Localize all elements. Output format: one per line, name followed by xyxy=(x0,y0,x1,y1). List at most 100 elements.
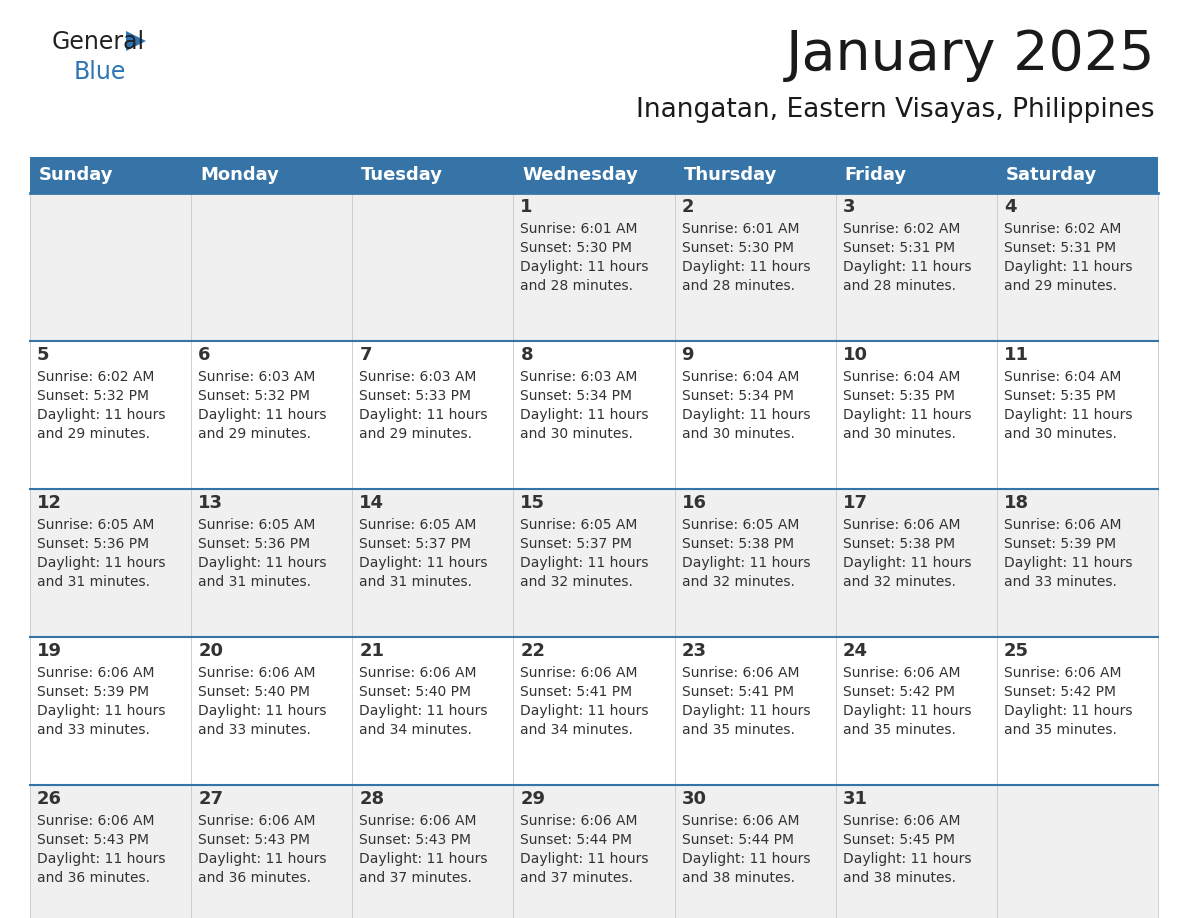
Text: Sunset: 5:39 PM: Sunset: 5:39 PM xyxy=(1004,537,1116,551)
Text: and 34 minutes.: and 34 minutes. xyxy=(359,723,472,737)
Text: Sunset: 5:38 PM: Sunset: 5:38 PM xyxy=(842,537,955,551)
Text: Daylight: 11 hours: Daylight: 11 hours xyxy=(842,408,972,422)
Text: Sunset: 5:30 PM: Sunset: 5:30 PM xyxy=(682,241,794,255)
Text: Daylight: 11 hours: Daylight: 11 hours xyxy=(1004,556,1132,570)
Text: Wednesday: Wednesday xyxy=(523,166,638,184)
Text: Sunset: 5:37 PM: Sunset: 5:37 PM xyxy=(520,537,632,551)
Text: Daylight: 11 hours: Daylight: 11 hours xyxy=(37,556,165,570)
Text: Daylight: 11 hours: Daylight: 11 hours xyxy=(842,852,972,866)
Bar xyxy=(30,157,191,193)
Text: Sunrise: 6:06 AM: Sunrise: 6:06 AM xyxy=(198,814,316,828)
Bar xyxy=(835,157,997,193)
Text: and 37 minutes.: and 37 minutes. xyxy=(359,871,472,885)
Text: Sunset: 5:37 PM: Sunset: 5:37 PM xyxy=(359,537,472,551)
Text: Sunset: 5:36 PM: Sunset: 5:36 PM xyxy=(37,537,150,551)
Text: and 33 minutes.: and 33 minutes. xyxy=(198,723,311,737)
Bar xyxy=(30,193,1158,341)
Text: Sunset: 5:33 PM: Sunset: 5:33 PM xyxy=(359,389,472,403)
Text: and 30 minutes.: and 30 minutes. xyxy=(520,427,633,441)
Text: Daylight: 11 hours: Daylight: 11 hours xyxy=(520,704,649,718)
Text: and 29 minutes.: and 29 minutes. xyxy=(1004,279,1117,293)
Text: Sunrise: 6:06 AM: Sunrise: 6:06 AM xyxy=(842,814,960,828)
Text: and 32 minutes.: and 32 minutes. xyxy=(842,575,955,589)
Text: Thursday: Thursday xyxy=(683,166,777,184)
Text: 7: 7 xyxy=(359,346,372,364)
Text: 17: 17 xyxy=(842,494,867,512)
Text: 10: 10 xyxy=(842,346,867,364)
Text: 3: 3 xyxy=(842,198,855,216)
Text: and 35 minutes.: and 35 minutes. xyxy=(842,723,955,737)
Text: 19: 19 xyxy=(37,642,62,660)
Text: 5: 5 xyxy=(37,346,50,364)
Text: Sunset: 5:40 PM: Sunset: 5:40 PM xyxy=(359,685,472,699)
Text: Sunset: 5:43 PM: Sunset: 5:43 PM xyxy=(198,833,310,847)
Text: Sunrise: 6:04 AM: Sunrise: 6:04 AM xyxy=(1004,370,1121,384)
Text: Daylight: 11 hours: Daylight: 11 hours xyxy=(37,408,165,422)
Text: Daylight: 11 hours: Daylight: 11 hours xyxy=(682,704,810,718)
Text: 13: 13 xyxy=(198,494,223,512)
Text: Sunset: 5:42 PM: Sunset: 5:42 PM xyxy=(842,685,955,699)
Text: and 28 minutes.: and 28 minutes. xyxy=(682,279,795,293)
Text: Sunset: 5:44 PM: Sunset: 5:44 PM xyxy=(682,833,794,847)
Text: Sunrise: 6:01 AM: Sunrise: 6:01 AM xyxy=(520,222,638,236)
Text: Daylight: 11 hours: Daylight: 11 hours xyxy=(520,852,649,866)
Bar xyxy=(30,489,1158,637)
Text: Sunrise: 6:06 AM: Sunrise: 6:06 AM xyxy=(842,518,960,532)
Text: and 33 minutes.: and 33 minutes. xyxy=(37,723,150,737)
Text: Daylight: 11 hours: Daylight: 11 hours xyxy=(1004,704,1132,718)
Text: Sunset: 5:44 PM: Sunset: 5:44 PM xyxy=(520,833,632,847)
Text: 21: 21 xyxy=(359,642,384,660)
Text: and 28 minutes.: and 28 minutes. xyxy=(520,279,633,293)
Text: Friday: Friday xyxy=(845,166,906,184)
Text: Sunset: 5:31 PM: Sunset: 5:31 PM xyxy=(1004,241,1116,255)
Text: and 38 minutes.: and 38 minutes. xyxy=(682,871,795,885)
Text: Sunrise: 6:05 AM: Sunrise: 6:05 AM xyxy=(682,518,800,532)
Text: Daylight: 11 hours: Daylight: 11 hours xyxy=(37,852,165,866)
Text: Sunrise: 6:01 AM: Sunrise: 6:01 AM xyxy=(682,222,800,236)
Text: Sunrise: 6:06 AM: Sunrise: 6:06 AM xyxy=(520,666,638,680)
Text: 2: 2 xyxy=(682,198,694,216)
Text: Sunrise: 6:05 AM: Sunrise: 6:05 AM xyxy=(520,518,638,532)
Text: 23: 23 xyxy=(682,642,707,660)
Text: Sunset: 5:41 PM: Sunset: 5:41 PM xyxy=(682,685,794,699)
Text: Sunrise: 6:04 AM: Sunrise: 6:04 AM xyxy=(682,370,800,384)
Bar xyxy=(513,157,675,193)
Text: Sunrise: 6:06 AM: Sunrise: 6:06 AM xyxy=(359,814,476,828)
Text: 4: 4 xyxy=(1004,198,1017,216)
Bar xyxy=(997,157,1158,193)
Text: Daylight: 11 hours: Daylight: 11 hours xyxy=(198,408,327,422)
Text: 20: 20 xyxy=(198,642,223,660)
Text: Sunrise: 6:06 AM: Sunrise: 6:06 AM xyxy=(682,666,800,680)
Text: 30: 30 xyxy=(682,790,707,808)
Text: Daylight: 11 hours: Daylight: 11 hours xyxy=(520,556,649,570)
Text: and 31 minutes.: and 31 minutes. xyxy=(37,575,150,589)
Text: Sunday: Sunday xyxy=(39,166,114,184)
Text: 22: 22 xyxy=(520,642,545,660)
Text: 12: 12 xyxy=(37,494,62,512)
Text: and 30 minutes.: and 30 minutes. xyxy=(1004,427,1117,441)
Text: Daylight: 11 hours: Daylight: 11 hours xyxy=(1004,260,1132,274)
Text: Sunrise: 6:06 AM: Sunrise: 6:06 AM xyxy=(198,666,316,680)
Text: 16: 16 xyxy=(682,494,707,512)
Text: 1: 1 xyxy=(520,198,533,216)
Text: Sunset: 5:43 PM: Sunset: 5:43 PM xyxy=(359,833,472,847)
Text: 24: 24 xyxy=(842,642,867,660)
Text: Sunrise: 6:06 AM: Sunrise: 6:06 AM xyxy=(682,814,800,828)
Text: Sunrise: 6:06 AM: Sunrise: 6:06 AM xyxy=(1004,518,1121,532)
Text: Daylight: 11 hours: Daylight: 11 hours xyxy=(198,556,327,570)
Text: 11: 11 xyxy=(1004,346,1029,364)
Text: Sunset: 5:35 PM: Sunset: 5:35 PM xyxy=(842,389,955,403)
Text: Daylight: 11 hours: Daylight: 11 hours xyxy=(842,704,972,718)
Text: Daylight: 11 hours: Daylight: 11 hours xyxy=(359,704,488,718)
Text: and 33 minutes.: and 33 minutes. xyxy=(1004,575,1117,589)
Text: Sunrise: 6:06 AM: Sunrise: 6:06 AM xyxy=(37,814,154,828)
Text: Saturday: Saturday xyxy=(1006,166,1097,184)
Text: Sunrise: 6:04 AM: Sunrise: 6:04 AM xyxy=(842,370,960,384)
Text: 6: 6 xyxy=(198,346,210,364)
Text: Blue: Blue xyxy=(74,60,126,84)
Text: 25: 25 xyxy=(1004,642,1029,660)
Text: Sunset: 5:45 PM: Sunset: 5:45 PM xyxy=(842,833,955,847)
Bar xyxy=(30,785,1158,918)
Text: Daylight: 11 hours: Daylight: 11 hours xyxy=(842,556,972,570)
Text: Sunrise: 6:05 AM: Sunrise: 6:05 AM xyxy=(198,518,316,532)
